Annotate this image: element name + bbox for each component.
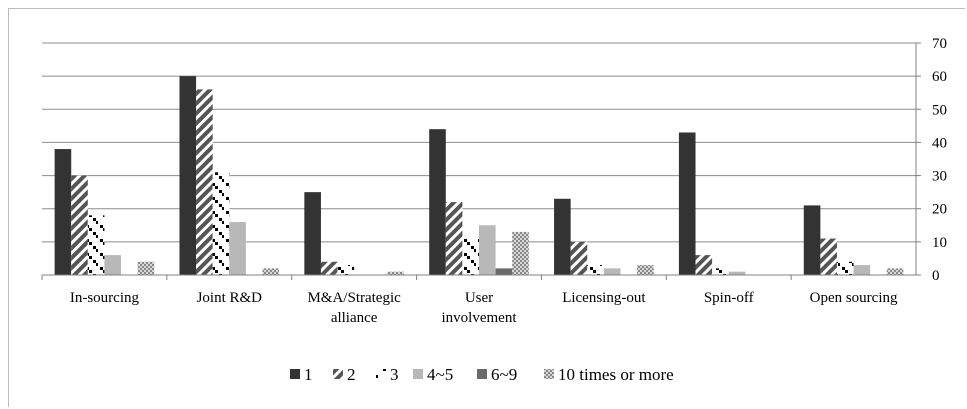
bar-1-series-2 (212, 172, 230, 275)
y-tick-label: 30 (932, 169, 947, 185)
bar-3-series-2 (462, 238, 479, 275)
bar-3-series-4 (495, 268, 513, 275)
bar-5-series-3 (728, 271, 746, 275)
y-axis-ticks: 0 10 20 30 40 50 60 70 (916, 36, 947, 284)
x-category-label: In-sourcing (70, 290, 140, 306)
legend-label-3: 4~5 (427, 365, 453, 384)
legend-swatch-1 (333, 369, 343, 379)
legend-label-0: 1 (304, 365, 313, 384)
legend-label-4: 6~9 (491, 365, 517, 384)
legend-label-1: 2 (347, 365, 356, 384)
bar-5-series-2 (712, 268, 729, 275)
bar-2-series-0 (304, 192, 321, 275)
bar-0-series-0 (54, 149, 72, 275)
bar-5-series-0 (678, 132, 696, 275)
bar-1-series-1 (196, 89, 213, 276)
bar-4-series-5 (637, 265, 654, 275)
bar-1-series-5 (262, 268, 280, 275)
bar-4-series-1 (570, 241, 588, 275)
bar-6-series-2 (836, 261, 854, 275)
axes (41, 43, 917, 280)
bar-3-series-0 (429, 129, 446, 275)
y-tick-label: 20 (932, 202, 947, 218)
legend-label-5: 10 times or more (558, 365, 674, 384)
x-axis-labels: In-sourcing Joint R&D M&A/Strategic allianc… (70, 290, 898, 326)
bar-4-series-2 (587, 265, 604, 275)
bar-2-series-1 (320, 261, 338, 275)
y-tick-label: 40 (932, 135, 947, 151)
legend: 1 2 3 4~5 6~9 10 times or more (290, 365, 674, 384)
bar-2-series-2 (337, 265, 355, 275)
bar-0-series-5 (137, 261, 155, 275)
x-category-label: Licensing-out (562, 290, 646, 306)
bar-6-series-1 (820, 238, 837, 275)
legend-swatch-5 (544, 369, 554, 379)
bar-2-series-5 (387, 271, 404, 275)
bar-6-series-5 (886, 268, 904, 275)
bar-3-series-1 (445, 202, 463, 275)
bar-1-series-3 (229, 221, 246, 275)
x-category-label: User (465, 290, 493, 306)
bar-3-series-5 (512, 231, 529, 275)
x-category-label: Open sourcing (810, 290, 898, 306)
legend-swatch-3 (413, 369, 423, 379)
chart-frame (8, 8, 965, 407)
x-category-label: Spin-off (704, 290, 754, 306)
legend-swatch-4 (477, 369, 487, 379)
y-tick-label: 50 (932, 102, 947, 118)
bar-0-series-1 (71, 175, 88, 275)
bar-4-series-0 (554, 198, 571, 275)
y-tick-label: 60 (932, 69, 947, 85)
legend-swatch-2 (376, 369, 386, 379)
y-tick-label: 0 (932, 268, 940, 284)
bar-0-series-2 (87, 215, 105, 275)
x-category-label: alliance (331, 310, 378, 326)
legend-swatch-0 (290, 369, 300, 379)
bar-1-series-0 (179, 76, 197, 276)
bar-6-series-0 (803, 205, 821, 275)
y-tick-label: 70 (932, 36, 947, 52)
bars (54, 76, 904, 276)
x-category-label: involvement (442, 310, 518, 326)
bar-6-series-3 (853, 265, 871, 275)
x-category-label: M&A/Strategic (307, 290, 401, 306)
bar-3-series-3 (479, 225, 496, 275)
bar-4-series-3 (603, 268, 621, 275)
bar-5-series-1 (695, 255, 713, 275)
y-tick-label: 10 (932, 235, 947, 251)
x-category-label: Joint R&D (197, 290, 263, 306)
legend-label-2: 3 (390, 365, 399, 384)
bar-0-series-3 (104, 255, 122, 275)
